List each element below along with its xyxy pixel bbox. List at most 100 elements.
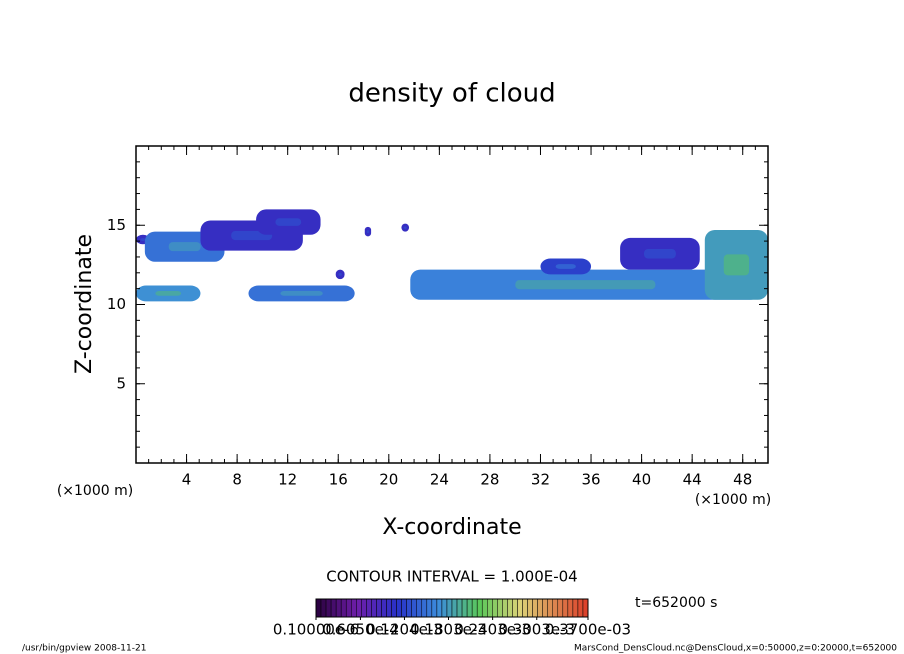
y-tick-label: 5 [116,374,126,392]
colorbar-cell [320,598,327,618]
contour-interval: CONTOUR INTERVAL = 1.000E-04 [326,568,577,586]
colorbar-cell [537,598,543,618]
y-axis-label: Z-coordinate [72,234,97,374]
colorbar-cell [552,598,559,618]
colorbar-cell [396,598,402,618]
colorbar-tick-label: 0.1204e-3 [366,621,443,639]
cloud-core [515,280,656,290]
colorbar-cell [416,598,423,618]
colorbar-cell [461,598,468,618]
cloud-core [644,249,676,259]
colorbar-cell [381,598,387,618]
colorbar-cell [421,598,428,618]
x-unit: (×1000 m) [57,483,133,499]
x-tick-label: 36 [581,471,600,489]
x-tick-label: 4 [182,471,192,489]
chart-title: density of cloud [348,79,555,109]
colorbar-cell [502,598,508,618]
colorbar-cell [325,598,332,618]
colorbar-cell [517,598,523,618]
x-tick-label: 24 [430,471,449,489]
colorbar-cell [441,598,448,618]
colorbar-cell [436,598,443,618]
colorbar-cell [361,598,367,618]
colorbar-cell [522,598,528,618]
colorbar-tick-label: 0.3700e-03 [545,621,631,639]
colorbar-cell [492,598,498,618]
colorbar-cell [471,598,478,618]
colorbar-cell [542,598,548,618]
colorbar-cell [366,598,372,618]
x-tick-label: 44 [683,471,702,489]
cloud-core [723,254,750,276]
cloud-core [338,272,342,276]
colorbar-cell [340,598,347,618]
x-tick-label: 48 [733,471,752,489]
colorbar-cell [451,598,458,618]
colorbar-cell [466,598,473,618]
colorbar-tick-label: 0.6050e-4 [322,621,399,639]
colorbar-cell [315,598,322,618]
cloud-core [140,238,146,241]
colorbar-cell [507,598,513,618]
colorbar-cell [512,598,518,618]
colorbar-cell [456,598,463,618]
cloud-core [555,264,576,269]
colorbar-cell [406,598,412,618]
colorbar-cell [582,598,589,618]
colorbar-cell [411,598,417,618]
cloud-core [155,291,182,296]
colorbar-cell [431,598,438,618]
cloud-core [168,242,201,252]
plot-frame [135,145,769,464]
colorbar-tick-label: 0.3003e-3 [498,621,575,639]
colorbar-cell [351,598,357,618]
x-tick-label: 16 [329,471,348,489]
colorbar-cell [386,598,392,618]
colorbar-cell [401,598,407,618]
colorbar-cell [497,598,503,618]
colorbar-cell [481,598,488,618]
colorbar-tick-label: 0.2403e-3 [454,621,531,639]
x-tick-label: 32 [531,471,550,489]
x-unit: (×1000 m) [695,492,771,508]
colorbar-cell [345,598,352,618]
x-tick-label: 28 [480,471,499,489]
x-tick-label: 20 [379,471,398,489]
colorbar-cell [557,598,564,618]
colorbar-cell [446,598,453,618]
colorbar-tick-label: 0.10000e-6 [273,621,359,639]
cloud-core [366,230,370,234]
colorbar-cell [532,598,538,618]
colorbar-cell [567,598,574,618]
x-tick-label: 8 [232,471,242,489]
colorbar-cell [547,598,553,618]
colorbar-cell [426,598,433,618]
cloud-core [275,218,302,226]
colorbar-cell [376,598,382,618]
footer: MarsCond_DensCloud.nc@DensCloud,x=0:5000… [574,644,897,654]
colorbar-cell [476,598,483,618]
colorbar-cell [335,598,342,618]
cloud-core [403,226,407,229]
cloud-core [280,291,323,296]
colorbar-cell [356,598,362,618]
colorbar-cell [330,598,337,618]
colorbar-cell [527,598,533,618]
y-tick-label: 10 [107,295,126,313]
colorbar-cell [391,598,397,618]
time-label: t=652000 s [635,595,717,611]
footer: /usr/bin/gpview 2008-11-21 [22,644,146,654]
colorbar-frame [315,598,589,618]
colorbar-cell [562,598,569,618]
colorbar-cell [572,598,579,618]
y-tick-label: 15 [107,216,126,234]
colorbar-cell [487,598,493,618]
colorbar-tick-label: 0.1803e-3 [410,621,487,639]
x-tick-label: 40 [632,471,651,489]
colorbar-cell [577,598,584,618]
colorbar-cell [371,598,377,618]
x-tick-label: 12 [278,471,297,489]
x-axis-label: X-coordinate [382,515,521,540]
